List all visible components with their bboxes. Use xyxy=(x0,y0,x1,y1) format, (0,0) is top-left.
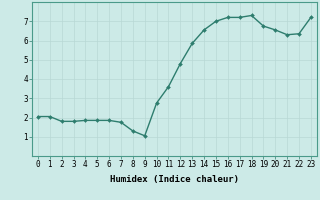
X-axis label: Humidex (Indice chaleur): Humidex (Indice chaleur) xyxy=(110,175,239,184)
